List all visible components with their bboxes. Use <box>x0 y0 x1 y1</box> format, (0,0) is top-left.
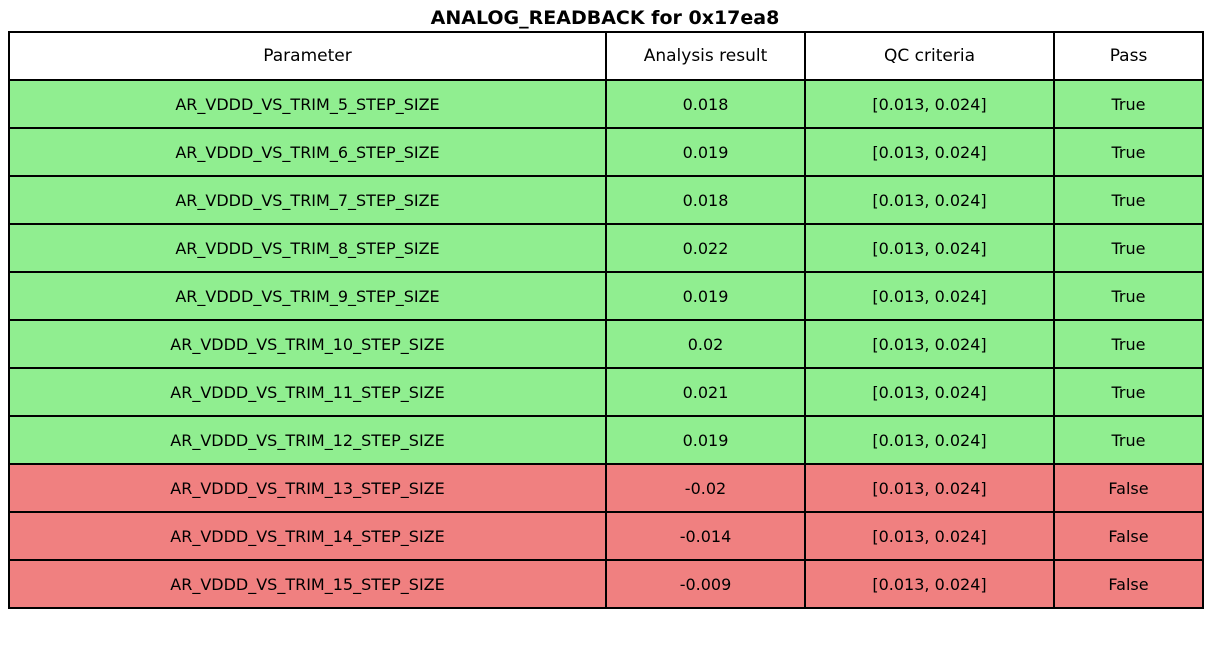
cell-pass: False <box>1053 559 1204 609</box>
cell-parameter: AR_VDDD_VS_TRIM_11_STEP_SIZE <box>8 367 607 417</box>
table-row: AR_VDDD_VS_TRIM_10_STEP_SIZE 0.02 [0.013, … <box>8 319 1204 369</box>
cell-parameter: AR_VDDD_VS_TRIM_12_STEP_SIZE <box>8 415 607 465</box>
cell-analysis-result: 0.019 <box>605 127 806 177</box>
cell-qc-criteria: [0.013, 0.024] <box>804 415 1055 465</box>
table-row: AR_VDDD_VS_TRIM_7_STEP_SIZE 0.018 [0.013, … <box>8 175 1204 225</box>
cell-analysis-result: 0.019 <box>605 271 806 321</box>
cell-qc-criteria: [0.013, 0.024] <box>804 319 1055 369</box>
cell-qc-criteria: [0.013, 0.024] <box>804 463 1055 513</box>
cell-pass: True <box>1053 223 1204 273</box>
qc-results-table: Parameter Analysis result QC criteria Pa… <box>8 31 1204 609</box>
cell-parameter: AR_VDDD_VS_TRIM_5_STEP_SIZE <box>8 79 607 129</box>
col-header-parameter: Parameter <box>8 31 607 81</box>
cell-pass: True <box>1053 79 1204 129</box>
cell-analysis-result: -0.02 <box>605 463 806 513</box>
cell-analysis-result: 0.018 <box>605 79 806 129</box>
cell-qc-criteria: [0.013, 0.024] <box>804 271 1055 321</box>
cell-pass: True <box>1053 127 1204 177</box>
page-title: ANALOG_READBACK for 0x17ea8 <box>430 7 780 29</box>
table-row: AR_VDDD_VS_TRIM_13_STEP_SIZE -0.02 [0.013,… <box>8 463 1204 513</box>
col-header-qc-criteria: QC criteria <box>804 31 1055 81</box>
cell-analysis-result: 0.019 <box>605 415 806 465</box>
cell-qc-criteria: [0.013, 0.024] <box>804 559 1055 609</box>
cell-pass: True <box>1053 415 1204 465</box>
cell-parameter: AR_VDDD_VS_TRIM_14_STEP_SIZE <box>8 511 607 561</box>
cell-analysis-result: 0.018 <box>605 175 806 225</box>
cell-parameter: AR_VDDD_VS_TRIM_13_STEP_SIZE <box>8 463 607 513</box>
cell-pass: True <box>1053 175 1204 225</box>
cell-qc-criteria: [0.013, 0.024] <box>804 367 1055 417</box>
cell-pass: True <box>1053 271 1204 321</box>
col-header-pass: Pass <box>1053 31 1204 81</box>
col-header-analysis-result: Analysis result <box>605 31 806 81</box>
cell-qc-criteria: [0.013, 0.024] <box>804 79 1055 129</box>
table-row: AR_VDDD_VS_TRIM_6_STEP_SIZE 0.019 [0.013, … <box>8 127 1204 177</box>
table-body: AR_VDDD_VS_TRIM_5_STEP_SIZE 0.018 [0.013, … <box>8 79 1204 609</box>
cell-analysis-result: 0.02 <box>605 319 806 369</box>
cell-qc-criteria: [0.013, 0.024] <box>804 175 1055 225</box>
cell-pass: True <box>1053 319 1204 369</box>
cell-parameter: AR_VDDD_VS_TRIM_6_STEP_SIZE <box>8 127 607 177</box>
table-row: AR_VDDD_VS_TRIM_5_STEP_SIZE 0.018 [0.013, … <box>8 79 1204 129</box>
cell-analysis-result: -0.014 <box>605 511 806 561</box>
table-row: AR_VDDD_VS_TRIM_8_STEP_SIZE 0.022 [0.013, … <box>8 223 1204 273</box>
cell-qc-criteria: [0.013, 0.024] <box>804 511 1055 561</box>
cell-pass: False <box>1053 511 1204 561</box>
cell-pass: True <box>1053 367 1204 417</box>
cell-parameter: AR_VDDD_VS_TRIM_8_STEP_SIZE <box>8 223 607 273</box>
table-row: AR_VDDD_VS_TRIM_15_STEP_SIZE -0.009 [0.013… <box>8 559 1204 609</box>
cell-qc-criteria: [0.013, 0.024] <box>804 127 1055 177</box>
table-row: AR_VDDD_VS_TRIM_11_STEP_SIZE 0.021 [0.013,… <box>8 367 1204 417</box>
cell-analysis-result: -0.009 <box>605 559 806 609</box>
cell-parameter: AR_VDDD_VS_TRIM_9_STEP_SIZE <box>8 271 607 321</box>
header-row: Parameter Analysis result QC criteria Pa… <box>8 31 1204 81</box>
table-row: AR_VDDD_VS_TRIM_12_STEP_SIZE 0.019 [0.013,… <box>8 415 1204 465</box>
table-row: AR_VDDD_VS_TRIM_9_STEP_SIZE 0.019 [0.013, … <box>8 271 1204 321</box>
table-row: AR_VDDD_VS_TRIM_14_STEP_SIZE -0.014 [0.013… <box>8 511 1204 561</box>
cell-analysis-result: 0.021 <box>605 367 806 417</box>
cell-parameter: AR_VDDD_VS_TRIM_10_STEP_SIZE <box>8 319 607 369</box>
cell-parameter: AR_VDDD_VS_TRIM_15_STEP_SIZE <box>8 559 607 609</box>
cell-qc-criteria: [0.013, 0.024] <box>804 223 1055 273</box>
cell-parameter: AR_VDDD_VS_TRIM_7_STEP_SIZE <box>8 175 607 225</box>
cell-analysis-result: 0.022 <box>605 223 806 273</box>
cell-pass: False <box>1053 463 1204 513</box>
